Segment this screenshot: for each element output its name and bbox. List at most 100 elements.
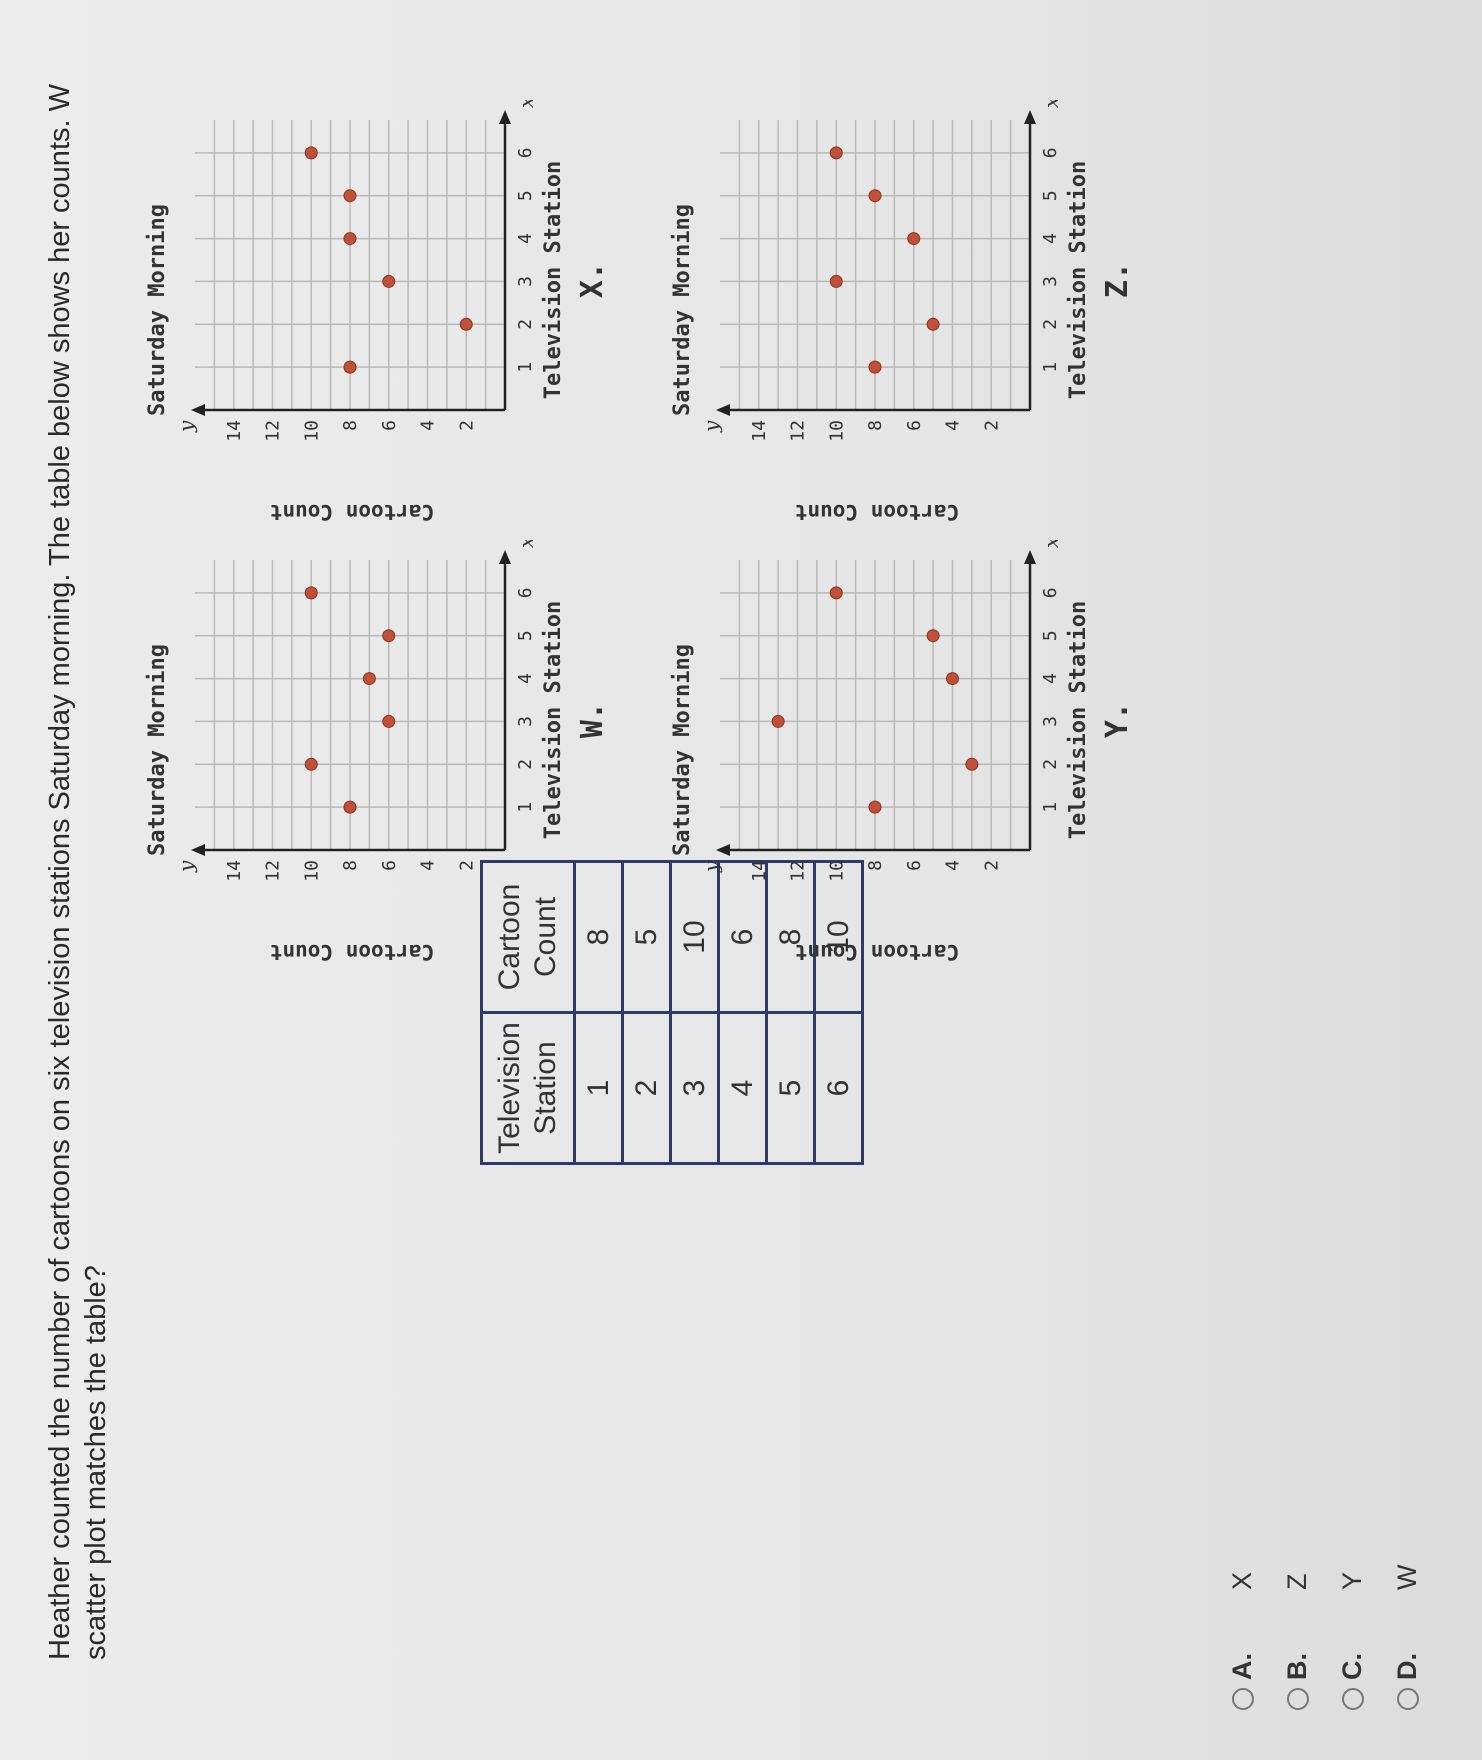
x-tick-label: 4 (1040, 233, 1061, 244)
data-point (771, 714, 785, 728)
y-axis-arrow-icon (716, 844, 730, 856)
plot-title: Saturday Morning (670, 644, 695, 856)
x-tick-label: 1 (515, 802, 536, 813)
data-point (304, 757, 318, 771)
data-point (907, 232, 921, 246)
y-tick-label: 8 (865, 420, 886, 431)
question-line-2: scatter plot matches the table? (80, 1265, 112, 1660)
y-tick-label: 12 (788, 420, 809, 442)
radio-icon[interactable] (1396, 1688, 1419, 1710)
table-cell: 3 (670, 1012, 719, 1164)
y-tick-label: 14 (224, 860, 245, 882)
x-tick-label: 6 (1040, 147, 1061, 158)
y-tick-label: 8 (865, 860, 886, 871)
x-tick-label: 2 (1040, 759, 1061, 770)
y-axis-arrow-icon (191, 404, 205, 416)
x-tick-label: 5 (515, 190, 536, 201)
y-tick-label: 8 (340, 860, 361, 871)
data-point (926, 629, 940, 643)
plot-title: Saturday Morning (670, 204, 695, 416)
data-point (868, 189, 882, 203)
y-tick-label: 2 (981, 420, 1002, 431)
y-tick-label: 2 (456, 420, 477, 431)
y-tick-label: 14 (749, 420, 770, 442)
x-tick-label: 3 (1040, 276, 1061, 287)
radio-icon[interactable] (1341, 1688, 1364, 1710)
data-point (343, 232, 357, 246)
radio-icon[interactable] (1231, 1688, 1254, 1710)
choice-value: W (1392, 1564, 1422, 1590)
y-axis-arrow-icon (716, 404, 730, 416)
radio-icon[interactable] (1286, 1688, 1309, 1710)
x-axis-name: x (514, 100, 538, 108)
answer-choices: A. X B. Z C. Y D. W (1215, 1565, 1435, 1710)
y-tick-label: 12 (263, 420, 284, 442)
data-point (829, 146, 843, 160)
choice-d[interactable]: D. W (1380, 1565, 1435, 1710)
x-tick-label: 3 (1040, 716, 1061, 727)
x-tick-label: 2 (515, 319, 536, 330)
table-cell: 2 (622, 1012, 671, 1164)
table-cell: 5 (766, 1012, 815, 1164)
data-point (382, 714, 396, 728)
table-cell: 6 (814, 1012, 863, 1164)
data-point (304, 586, 318, 600)
x-axis-arrow-icon (499, 550, 511, 564)
table-cell: 5 (622, 861, 671, 1013)
choice-a[interactable]: A. X (1215, 1565, 1270, 1710)
y-tick-label: 10 (826, 420, 847, 442)
x-tick-label: 2 (515, 759, 536, 770)
choice-c[interactable]: C. Y (1325, 1565, 1380, 1710)
choice-value: Z (1282, 1573, 1312, 1591)
y-tick-label: 12 (788, 860, 809, 882)
x-tick-label: 6 (1040, 587, 1061, 598)
y-tick-label: 4 (943, 420, 964, 431)
x-tick-label: 6 (515, 147, 536, 158)
data-point (343, 189, 357, 203)
x-tick-label: 6 (515, 587, 536, 598)
table-header-station: Television Station (481, 1012, 575, 1164)
y-axis-arrow-icon (191, 844, 205, 856)
y-tick-label: 6 (904, 860, 925, 871)
choice-b[interactable]: B. Z (1270, 1565, 1325, 1710)
y-tick-label: 14 (224, 420, 245, 442)
table-cell: 1 (574, 1012, 623, 1164)
y-tick-label: 2 (456, 860, 477, 871)
data-point (382, 629, 396, 643)
y-tick-label: 4 (418, 860, 439, 871)
plot-title: Saturday Morning (145, 204, 170, 416)
choice-letter: B. (1282, 1653, 1312, 1680)
y-tick-label: 12 (263, 860, 284, 882)
data-point (343, 360, 357, 374)
x-axis-name: x (1039, 540, 1063, 548)
data-point (965, 757, 979, 771)
choice-letter: C. (1337, 1653, 1367, 1680)
data-point (946, 672, 959, 686)
x-tick-label: 2 (1040, 319, 1061, 330)
data-point (459, 317, 473, 331)
x-tick-label: 4 (1040, 673, 1061, 684)
data-point (362, 672, 376, 686)
y-axis-name: y (699, 420, 723, 433)
x-tick-label: 1 (1040, 802, 1061, 813)
question-text: Heather counted the number of cartoons o… (42, 20, 114, 1660)
data-point (829, 586, 843, 600)
x-tick-label: 3 (515, 276, 536, 287)
data-point (382, 274, 396, 288)
x-tick-label: 4 (515, 673, 536, 684)
x-tick-label: 4 (515, 233, 536, 244)
data-point (829, 274, 843, 288)
y-tick-label: 10 (826, 860, 847, 882)
plot-letter-label: X. (575, 261, 610, 299)
data-point (343, 800, 357, 814)
plot-letter-label: Y. (1100, 701, 1135, 739)
y-tick-label: 8 (340, 420, 361, 431)
x-axis-arrow-icon (1024, 550, 1036, 564)
y-tick-label: 4 (943, 860, 964, 871)
